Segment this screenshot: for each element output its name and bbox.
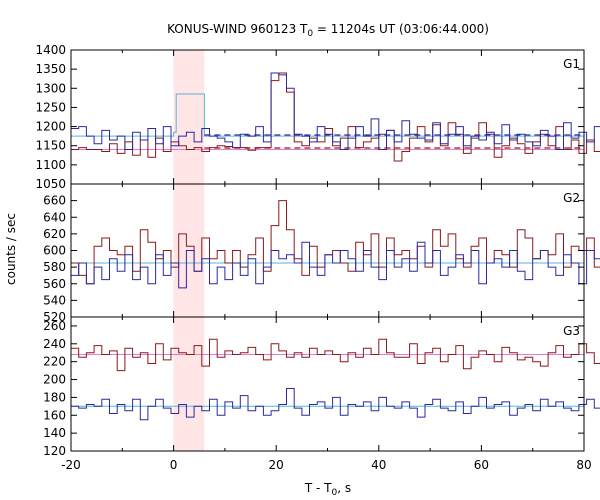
y-tick-label: 1050 [35, 177, 66, 191]
y-tick-label: 140 [43, 426, 66, 440]
background-level-line-cyan [71, 93, 584, 137]
y-tick-label: 520 [43, 310, 66, 324]
x-axis-label-rest: , s [337, 481, 351, 495]
series-red-step [71, 200, 600, 285]
y-tick-label: 160 [43, 408, 66, 422]
y-tick-label: 220 [43, 355, 66, 369]
y-tick-label: 1250 [35, 100, 66, 114]
y-tick-label: 560 [43, 277, 66, 291]
y-tick-label: 660 [43, 194, 66, 208]
burst-highlight-band [173, 317, 205, 451]
y-axis-label: counts / sec [4, 213, 18, 285]
y-tick-label: 540 [43, 293, 66, 307]
y-tick-label: 1100 [35, 158, 66, 172]
x-tick-label: 40 [371, 458, 386, 472]
chart-title-rest: = 11204s UT (03:06:44.000) [313, 22, 489, 36]
x-tick-label: 80 [576, 458, 591, 472]
y-tick-label: 260 [43, 319, 66, 333]
panel-g1: 1050 1100 1150 1200 1250 1300 1350 1400 G1 [35, 43, 600, 191]
x-axis-label: T - T0, s [304, 481, 351, 498]
panel-label: G2 [563, 191, 580, 205]
x-tick-label: 60 [474, 458, 489, 472]
y-tick-label: 600 [43, 244, 66, 258]
panel-g2: 520 540 560 580 600 620 640 660 G2 [43, 183, 600, 324]
x-axis-label-main: T - T [304, 481, 332, 495]
x-axis-ticks: -20 0 20 40 60 80 [61, 50, 592, 472]
y-tick-label: 1150 [35, 139, 66, 153]
chart-title-main: KONUS-WIND 960123 T [167, 22, 308, 36]
y-tick-label: 620 [43, 227, 66, 241]
panel-frame [70, 49, 585, 185]
panel-g3: 120 140 160 180 200 220 240 260 G3 [43, 316, 600, 458]
panel-frame [70, 183, 585, 318]
burst-highlight-band [173, 50, 205, 184]
y-tick-label: 1200 [35, 120, 66, 134]
y-tick-label: 1400 [35, 43, 66, 57]
chart-title: KONUS-WIND 960123 T0 = 11204s UT (03:06:… [167, 22, 489, 39]
y-tick-label: 640 [43, 210, 66, 224]
x-tick-label: 20 [269, 458, 284, 472]
y-tick-label: 180 [43, 390, 66, 404]
x-axis-label-sub: 0 [332, 488, 338, 498]
y-tick-label: 200 [43, 373, 66, 387]
panel-label: G1 [563, 57, 580, 71]
series-blue-step [71, 241, 600, 289]
y-tick-label: 1350 [35, 62, 66, 76]
series-blue-step [71, 388, 600, 421]
y-tick-label: 120 [43, 444, 66, 458]
x-tick-label: 0 [170, 458, 178, 472]
panel-label: G3 [563, 324, 580, 338]
panel-frame [70, 316, 585, 452]
series-blue-step [71, 72, 600, 150]
y-tick-label: 1300 [35, 81, 66, 95]
series-red-step [71, 338, 600, 372]
x-tick-label: -20 [61, 458, 81, 472]
y-tick-label: 580 [43, 260, 66, 274]
chart-title-sub: 0 [307, 29, 313, 39]
y-tick-label: 240 [43, 337, 66, 351]
